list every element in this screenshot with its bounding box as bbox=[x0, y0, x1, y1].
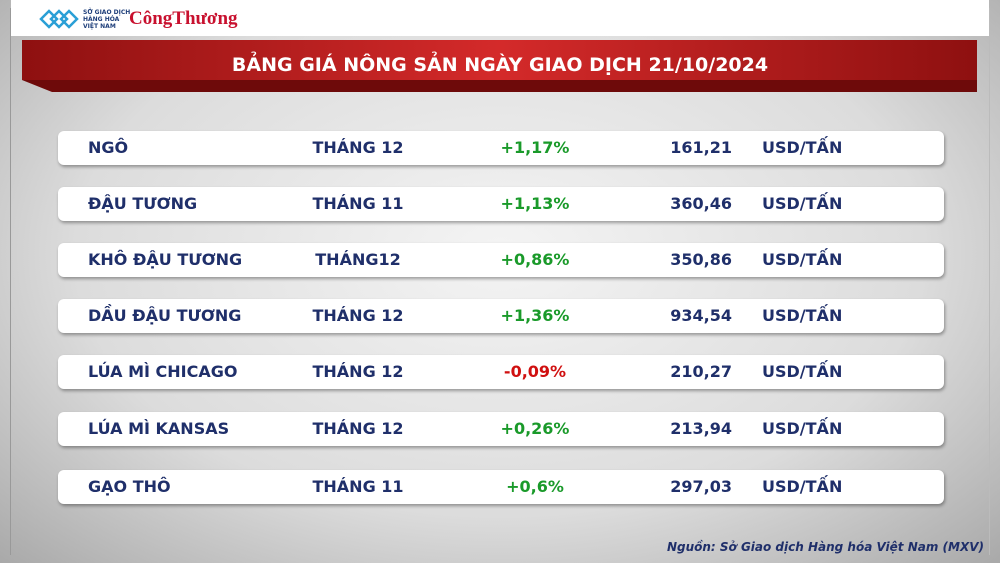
title: BẢNG GIÁ NÔNG SẢN NGÀY GIAO DỊCH 21/10/2… bbox=[231, 54, 769, 76]
title-banner bbox=[22, 40, 977, 92]
commodity: GẠO THÔ bbox=[88, 477, 171, 496]
commodity: LÚA MÌ CHICAGO bbox=[88, 362, 238, 381]
logo-line: VIỆT NAM bbox=[83, 22, 116, 30]
price: 360,46 bbox=[670, 194, 732, 213]
unit: USD/TẤN bbox=[762, 306, 843, 325]
unit: USD/TẤN bbox=[762, 419, 843, 438]
unit: USD/TẤN bbox=[762, 138, 843, 157]
price: 213,94 bbox=[670, 419, 732, 438]
price: 350,86 bbox=[670, 250, 732, 269]
price: 161,21 bbox=[670, 138, 732, 157]
unit: USD/TẤN bbox=[762, 362, 843, 381]
frame bbox=[10, 8, 990, 555]
price: 934,54 bbox=[670, 306, 732, 325]
unit: USD/TẤN bbox=[762, 194, 843, 213]
source: Nguồn: Sở Giao dịch Hàng hóa Việt Nam (M… bbox=[666, 540, 984, 554]
commodity: ĐẬU TƯƠNG bbox=[88, 194, 198, 213]
table-row: NGÔ THÁNG 12 +1,17% 161,21 USD/TẤN bbox=[58, 131, 944, 165]
logo: SỞ GIAO DỊCH HÀNG HÓA VIỆT NAM bbox=[39, 8, 130, 30]
top-bar: SỞ GIAO DỊCH HÀNG HÓA VIỆT NAM CôngThươn… bbox=[11, 0, 989, 36]
table-row: ĐẬU TƯƠNG THÁNG 11 +1,13% 360,46 USD/TẤN bbox=[58, 187, 944, 221]
table-row: KHÔ ĐẬU TƯƠNG THÁNG12 +0,86% 350,86 USD/TẤN bbox=[58, 243, 944, 277]
commodity: KHÔ ĐẬU TƯƠNG bbox=[88, 250, 243, 269]
unit: USD/TẤN bbox=[762, 477, 843, 496]
table-row: DẦU ĐẬU TƯƠNG THÁNG 12 +1,36% 934,54 USD/TẤN bbox=[58, 299, 944, 333]
price: 297,03 bbox=[670, 477, 732, 496]
logo-icon bbox=[39, 9, 79, 29]
commodity: NGÔ bbox=[88, 138, 129, 157]
table-row: GẠO THÔ THÁNG 11 +0,6% 297,03 USD/TẤN bbox=[58, 470, 944, 504]
logo-line: SỞ GIAO DỊCH bbox=[83, 8, 131, 16]
commodity: DẦU ĐẬU TƯƠNG bbox=[88, 306, 242, 325]
logo-line: HÀNG HÓA bbox=[83, 15, 120, 23]
table-row: LÚA MÌ KANSAS THÁNG 12 +0,26% 213,94 USD/TẤN bbox=[58, 412, 944, 446]
commodity: LÚA MÌ KANSAS bbox=[88, 419, 230, 438]
logo-text: SỞ GIAO DỊCH HÀNG HÓA VIỆT NAM bbox=[83, 9, 130, 30]
unit: USD/TẤN bbox=[762, 250, 843, 269]
price: 210,27 bbox=[670, 362, 732, 381]
brand: CôngThương bbox=[129, 8, 238, 29]
table-row: LÚA MÌ CHICAGO THÁNG 12 -0,09% 210,27 USD/TẤ… bbox=[58, 355, 944, 389]
